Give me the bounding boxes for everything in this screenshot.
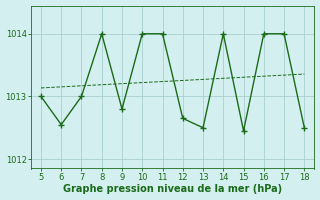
- X-axis label: Graphe pression niveau de la mer (hPa): Graphe pression niveau de la mer (hPa): [63, 184, 282, 194]
